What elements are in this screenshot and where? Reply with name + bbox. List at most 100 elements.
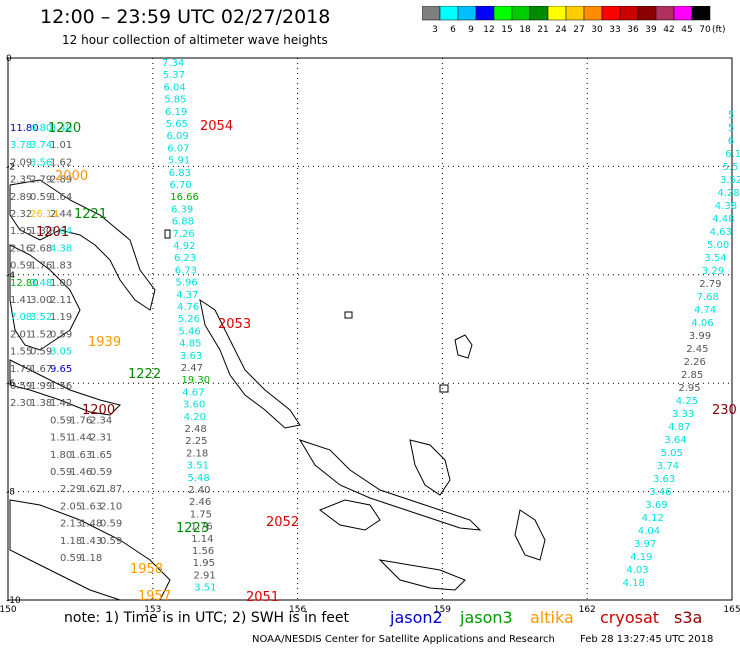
lon-tick-label: 150 xyxy=(0,605,17,615)
wave-value: 2.09 xyxy=(10,157,32,168)
wave-value: 0.59 xyxy=(50,467,72,478)
wave-value: 6.19 xyxy=(165,107,187,118)
wave-value: 1.75 xyxy=(190,509,212,520)
wave-value: 1.19 xyxy=(50,312,72,323)
wave-value: 0.59 xyxy=(100,519,122,530)
pass-time-labels: 1220 2000 1221 1201 1939 1222 1200 1958 1957 1223… xyxy=(36,119,737,605)
wave-value: 4.03 xyxy=(626,565,648,576)
wave-value: 1.14 xyxy=(191,534,213,545)
wave-value: 1.18 xyxy=(80,553,102,564)
colorbar-unit: (ft) xyxy=(712,25,726,35)
wave-value: 5 xyxy=(728,110,734,121)
wave-value: 6.04 xyxy=(164,82,186,93)
colorbar-label: 15 xyxy=(501,25,512,35)
wave-value: 2.34 xyxy=(90,415,112,426)
wave-value: 1.87 xyxy=(100,484,122,495)
wave-value: 3.46 xyxy=(649,487,671,498)
colorbar-label: 12 xyxy=(483,25,494,35)
wave-value: 2.45 xyxy=(686,344,708,355)
wave-value: 2.40 xyxy=(188,485,210,496)
wave-value: 5.05 xyxy=(661,448,683,459)
wave-value: 2.32 xyxy=(10,209,32,220)
wave-value: 2.46 xyxy=(189,497,211,508)
wave-value: 1.44 xyxy=(70,433,92,444)
wave-value: 1.95 xyxy=(10,226,32,237)
colorbar-swatch xyxy=(691,6,711,21)
wave-value: 3.74 xyxy=(657,461,679,472)
wave-value: 2.89 xyxy=(10,192,32,203)
wave-value: 6.70 xyxy=(170,180,192,191)
wave-value: 7.68 xyxy=(697,292,719,303)
wave-value: 4.67 xyxy=(182,387,204,398)
wave-value: 5.48 xyxy=(188,473,210,484)
wave-value: 2.01 xyxy=(10,329,32,340)
wave-value: 3.69 xyxy=(645,500,667,511)
wave-value: 6.88 xyxy=(172,217,194,228)
wave-value: 5.26 xyxy=(178,314,200,325)
wave-value: 1.79 xyxy=(10,364,32,375)
lon-tick-label: 159 xyxy=(434,605,451,615)
wave-value: 2.31 xyxy=(90,433,112,444)
wave-value: 2.48 xyxy=(185,424,207,435)
wave-value: 2.26 xyxy=(684,357,706,368)
lon-tick-label: 156 xyxy=(289,605,306,615)
map-title: 12:00 – 23:59 UTC 02/27/2018 xyxy=(40,6,331,28)
wave-value: 4.48 xyxy=(712,214,734,225)
map-frame xyxy=(7,57,733,601)
pass-time-label: 1220 xyxy=(48,121,81,136)
wave-value: 5.96 xyxy=(176,278,198,289)
map-subtitle: 12 hour collection of altimeter wave hei… xyxy=(62,33,328,47)
wave-value: 4.85 xyxy=(179,339,201,350)
wave-value: 26.14 xyxy=(30,209,59,220)
wave-value: 0.59 xyxy=(90,467,112,478)
wave-value: 0.59 xyxy=(100,536,122,547)
wave-value: 3.51 xyxy=(194,583,216,594)
coastline-segment xyxy=(344,311,353,319)
wave-value: 1.42 xyxy=(50,398,72,409)
wave-value: 0.59 xyxy=(30,347,52,358)
coastline-segment xyxy=(298,439,482,531)
wave-value: 5 xyxy=(728,123,734,134)
wave-value: 2.68 xyxy=(30,243,52,254)
wave-value: 3.33 xyxy=(672,409,694,420)
wave-value: 3.05 xyxy=(50,347,72,358)
wave-value: 0.59 xyxy=(50,415,72,426)
coastline-segment xyxy=(439,384,449,393)
wave-value: 1.51 xyxy=(50,433,72,444)
wave-value: 2.95 xyxy=(678,383,700,394)
coastlines xyxy=(9,179,546,601)
wave-value: 2.25 xyxy=(185,436,207,447)
coastline-segment xyxy=(164,229,171,239)
wave-value: 2.35 xyxy=(10,175,32,186)
wave-value: 4.20 xyxy=(184,412,206,423)
wave-value: 3.64 xyxy=(50,226,72,237)
wave-value: 2.89 xyxy=(50,175,72,186)
wave-value: 9.65 xyxy=(50,364,72,375)
map-gridlines xyxy=(8,58,732,600)
wave-value: 4.87 xyxy=(668,422,690,433)
coastline-segment xyxy=(199,298,301,429)
wave-value: 4.12 xyxy=(642,513,664,524)
wave-value: 7.34 xyxy=(162,58,184,69)
wave-value: 3.48 xyxy=(30,278,52,289)
wave-value: 5.00 xyxy=(707,240,729,251)
wave-value: 2.91 xyxy=(194,570,216,581)
wave-value: 1.43 xyxy=(80,536,102,547)
colorbar-label: 6 xyxy=(450,25,456,35)
wave-value: 4.18 xyxy=(623,578,645,589)
wave-value: 2.13 xyxy=(60,519,82,530)
wave-value: 1.62 xyxy=(50,157,72,168)
wave-value: 3.29 xyxy=(702,266,724,277)
wave-value: 2.16 xyxy=(10,243,32,254)
wave-value: 1.64 xyxy=(50,192,72,203)
lat-tick-label: -4 xyxy=(6,271,15,281)
lon-tick-label: 153 xyxy=(144,605,161,615)
legend-jason3: jason3 xyxy=(460,608,513,627)
wave-value: 1.56 xyxy=(192,546,214,557)
wave-value: 2.11 xyxy=(50,295,72,306)
wave-value: 4.04 xyxy=(638,526,660,537)
axis-ticks: 150 153 156 159 162 165 0 -2 -4 -6 -8 -10 xyxy=(0,54,740,615)
pass-time-label: 2052 xyxy=(266,515,299,530)
colorbar-label: 39 xyxy=(645,25,657,35)
wave-value: 6.73 xyxy=(175,265,197,276)
